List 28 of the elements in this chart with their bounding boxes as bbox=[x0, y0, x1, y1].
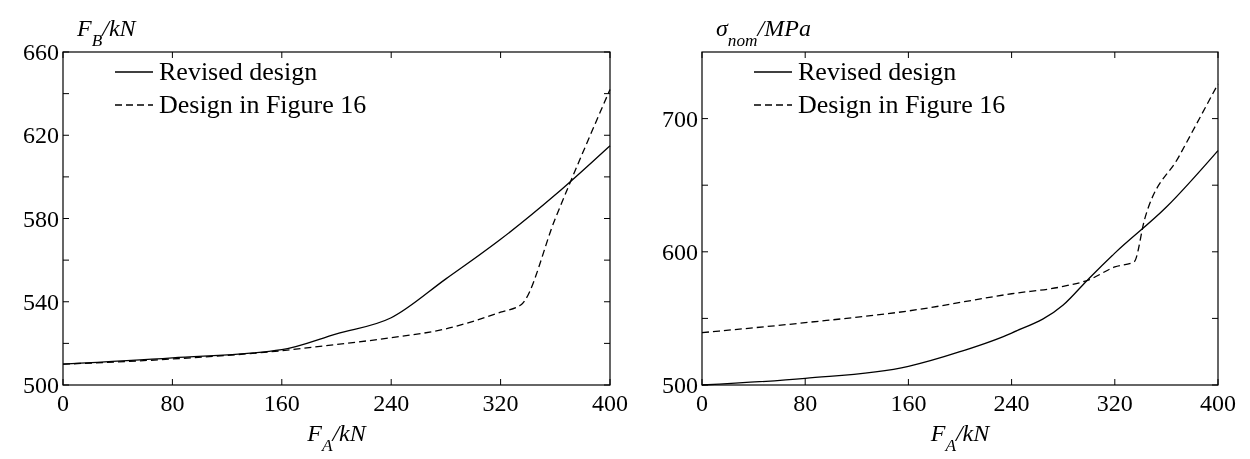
x-tick-label: 320 bbox=[482, 390, 519, 416]
x-tick-label: 240 bbox=[993, 390, 1030, 416]
y-axis-title: σ$_{nom}$/MPa bbox=[716, 15, 811, 50]
y-tick-label: 660 bbox=[23, 39, 59, 65]
y-tick-label: 500 bbox=[662, 372, 698, 398]
y-axis-title: F$_{B}$/kN bbox=[76, 15, 138, 50]
y-tick-label: 540 bbox=[23, 288, 59, 315]
x-tick-label: 240 bbox=[373, 390, 410, 416]
y-tick-label: 580 bbox=[23, 205, 59, 232]
x-tick-label: 160 bbox=[890, 390, 927, 416]
x-axis-title: F$_{A}$/kN bbox=[929, 420, 992, 455]
y-tick-label: 620 bbox=[23, 122, 59, 149]
y-tick-label: 600 bbox=[662, 238, 698, 265]
legend-label: Revised design bbox=[798, 57, 957, 86]
x-tick-label: 80 bbox=[160, 390, 185, 416]
x-tick-label: 80 bbox=[793, 390, 818, 416]
legend-label: Design in Figure 16 bbox=[798, 90, 1006, 119]
legend-label: Revised design bbox=[159, 57, 318, 86]
x-tick-label: 0 bbox=[696, 390, 708, 416]
x-tick-label: 400 bbox=[592, 390, 628, 416]
x-tick-label: 0 bbox=[57, 390, 69, 416]
x-tick-label: 400 bbox=[1200, 390, 1236, 416]
x-tick-label: 320 bbox=[1096, 390, 1133, 416]
y-tick-label: 500 bbox=[23, 372, 59, 398]
legend-label: Design in Figure 16 bbox=[159, 90, 367, 119]
x-tick-label: 160 bbox=[263, 390, 300, 416]
y-tick-label: 700 bbox=[662, 105, 698, 132]
x-axis-title: F$_{A}$/kN bbox=[306, 420, 368, 455]
